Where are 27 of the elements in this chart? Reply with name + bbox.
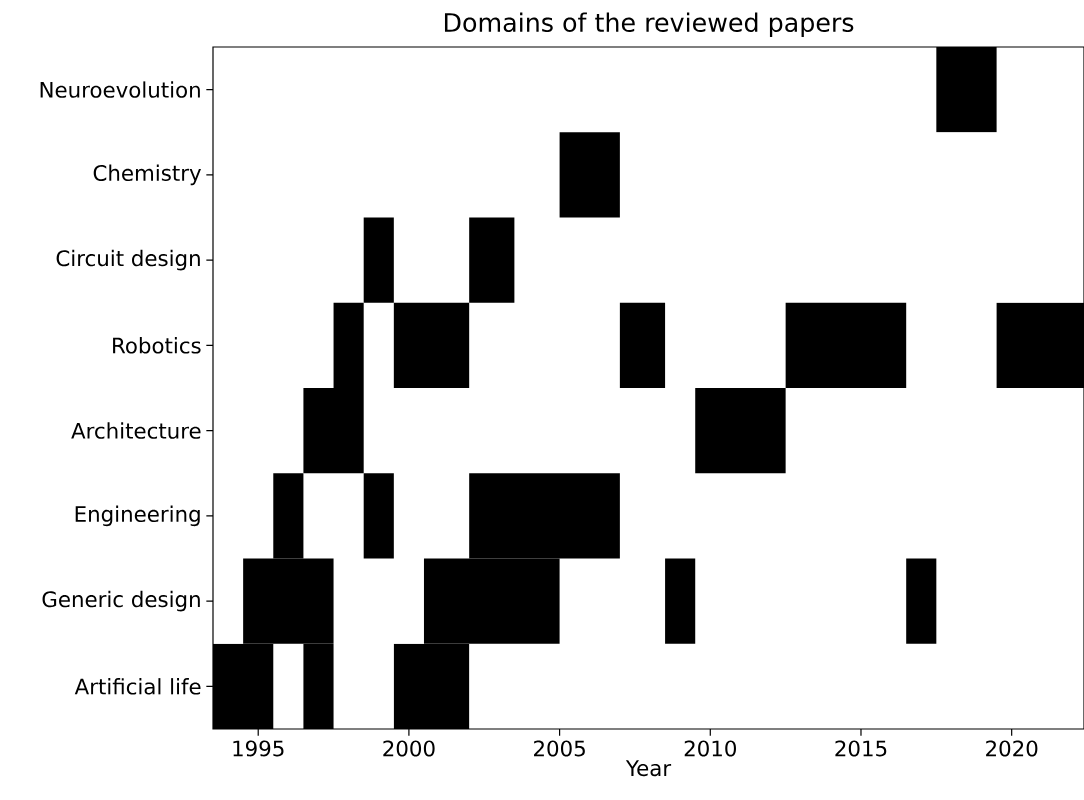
bar <box>785 302 907 388</box>
x-axis-title: Year <box>625 760 672 777</box>
bar <box>393 302 470 388</box>
y-tick-label: Chemistry <box>93 164 201 186</box>
bar <box>665 558 696 644</box>
x-tick-label: 2010 <box>684 740 736 757</box>
bar <box>906 558 937 644</box>
bar <box>996 302 1084 388</box>
bar <box>695 388 786 474</box>
bar <box>469 217 515 303</box>
x-tick-label: 2000 <box>383 740 435 757</box>
y-tick-label: Circuit design <box>56 249 200 271</box>
y-tick-label: Generic design <box>42 590 200 612</box>
x-tick-label: 2015 <box>835 740 887 757</box>
y-tick-label: Engineering <box>75 505 200 527</box>
chart-title: Domains of the reviewed papers <box>444 12 854 37</box>
bar <box>619 302 666 388</box>
x-tick-label: 2020 <box>986 740 1038 757</box>
bar <box>363 217 394 303</box>
y-tick-label: Neuroevolution <box>40 81 200 98</box>
x-tick-label: 1995 <box>233 740 284 757</box>
y-tick-label: Artificial life <box>74 678 201 695</box>
y-tick-label: Architecture <box>71 422 201 439</box>
bar <box>559 132 620 218</box>
bar <box>363 473 394 559</box>
y-tick-label: Robotics <box>113 337 201 354</box>
x-tick-label: 2005 <box>534 740 585 757</box>
